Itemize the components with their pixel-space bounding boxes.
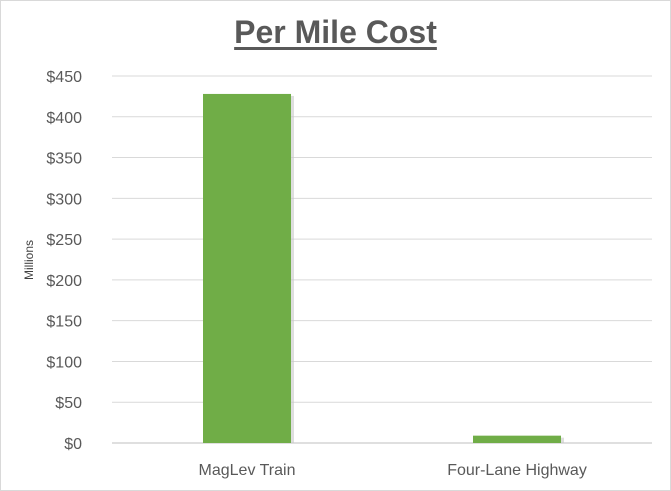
y-tick-label: $50	[55, 395, 82, 412]
y-tick-label: $300	[46, 191, 82, 208]
y-tick-label: $200	[46, 273, 82, 290]
y-tick-label: $100	[46, 354, 82, 371]
x-tick-label: MagLev Train	[199, 462, 296, 479]
bar	[203, 93, 291, 443]
y-tick-label: $350	[46, 151, 82, 168]
y-axis-label: Millions	[22, 240, 36, 280]
chart-title: Per Mile Cost	[234, 14, 437, 50]
x-tick-label: Four-Lane Highway	[447, 462, 587, 479]
bar	[473, 435, 561, 443]
y-tick-label: $450	[46, 69, 82, 86]
y-tick-label: $250	[46, 232, 82, 249]
y-tick-label: $0	[64, 436, 82, 453]
y-tick-label: $400	[46, 110, 82, 127]
y-tick-label: $150	[46, 314, 82, 331]
